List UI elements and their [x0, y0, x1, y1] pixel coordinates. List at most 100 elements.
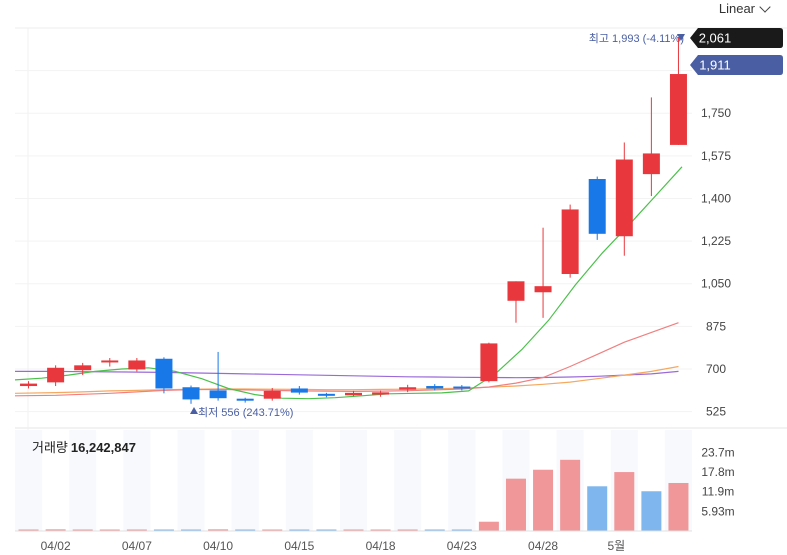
- ma20-line: [14, 322, 679, 397]
- candle: [209, 351, 227, 401]
- volume-bar: [343, 529, 364, 531]
- y-tick-label: 1,575: [701, 149, 731, 163]
- volume-bar: [397, 529, 418, 531]
- candle: [155, 357, 173, 394]
- candle: [345, 390, 362, 397]
- candle: [453, 385, 471, 391]
- volume-tick-label: 23.7m: [701, 446, 734, 460]
- volume-bar: [560, 459, 581, 531]
- volume-bar: [424, 529, 445, 531]
- volume-bg-stripe: [177, 430, 205, 531]
- y-tick-label: 1,400: [701, 191, 731, 205]
- candle-body: [236, 398, 254, 401]
- volume-bar: [451, 529, 472, 531]
- candle-body: [507, 281, 525, 301]
- volume-bar: [505, 478, 526, 531]
- scale-toggle-label: Linear: [718, 1, 755, 16]
- volume-bar: [262, 529, 283, 531]
- volume-bg-stripe: [394, 430, 422, 531]
- candle: [561, 204, 579, 278]
- low-marker-icon: [190, 407, 198, 414]
- candle-body: [128, 360, 146, 370]
- candle: [128, 358, 146, 372]
- candle-body: [74, 365, 92, 371]
- volume-bar: [45, 529, 66, 531]
- candle: [317, 392, 335, 398]
- candle-body: [480, 343, 498, 382]
- candle-body: [182, 387, 200, 400]
- price-badge: 1,911: [690, 55, 783, 75]
- volume-bar: [181, 529, 202, 531]
- volume-bg-stripe: [285, 430, 313, 531]
- volume-bg-stripe: [15, 430, 43, 531]
- candle-body: [290, 388, 308, 393]
- volume-bar: [208, 529, 229, 531]
- volume-bg-stripe: [448, 430, 476, 531]
- price-badge-bg: [690, 55, 783, 75]
- volume-tick-label: 5.93m: [701, 504, 734, 518]
- ma60-line: [14, 365, 679, 394]
- price-badge-label: 1,911: [699, 58, 731, 73]
- x-tick-label: 04/07: [122, 539, 152, 553]
- chevron-down-icon: [759, 0, 771, 13]
- volume-label-text: 거래량: [32, 440, 68, 455]
- volume-bar: [289, 529, 310, 531]
- candle: [101, 358, 119, 367]
- volume-tick-label: 17.8m: [701, 465, 734, 479]
- candle: [507, 281, 525, 323]
- candle: [399, 384, 417, 393]
- y-tick-label: 700: [706, 362, 726, 376]
- x-tick-label: 04/23: [447, 539, 477, 553]
- candle: [20, 381, 38, 389]
- candle-body: [317, 393, 335, 396]
- volume-label: 거래량 16,242,847: [32, 437, 136, 456]
- candle: [588, 176, 606, 240]
- volume-bg-stripe: [231, 430, 259, 531]
- candle: [236, 397, 254, 403]
- y-tick-label: 1,225: [701, 234, 731, 248]
- volume-bar: [235, 529, 256, 531]
- ma5-line: [14, 166, 683, 400]
- candle: [47, 365, 65, 387]
- volume-bar: [99, 529, 120, 531]
- volume-bar: [316, 529, 337, 531]
- volume-bg-stripe: [69, 430, 97, 531]
- high-marker-icon: [677, 34, 685, 41]
- candle-body: [588, 179, 606, 234]
- volume-bar: [668, 482, 689, 531]
- candle-body: [399, 387, 417, 390]
- volume-bar: [478, 521, 499, 531]
- y-tick-label: 525: [706, 405, 726, 419]
- candle: [182, 385, 200, 404]
- candle-body: [263, 390, 281, 399]
- y-tick-label: 1,750: [701, 106, 731, 120]
- volume-bar: [587, 486, 608, 531]
- volume-bar: [533, 469, 554, 531]
- y-tick-label: 1,050: [701, 277, 731, 291]
- volume-value: 16,242,847: [70, 440, 136, 455]
- candle-body: [209, 390, 227, 399]
- candle-body: [453, 386, 471, 389]
- candle-body: [20, 383, 38, 387]
- x-tick-label: 04/02: [41, 539, 71, 553]
- candle: [372, 390, 390, 397]
- volume-bg-stripe: [123, 430, 151, 531]
- volume-bar: [72, 529, 93, 531]
- candle-body: [615, 159, 633, 237]
- volume-bar: [18, 529, 39, 531]
- candle-body: [47, 367, 65, 383]
- volume-bar: [126, 529, 147, 531]
- scale-toggle[interactable]: Linear: [718, 0, 771, 16]
- candle: [534, 227, 552, 318]
- x-tick-label: 04/15: [284, 539, 314, 553]
- x-tick-label: 04/10: [203, 539, 233, 553]
- x-tick-label: 5월: [607, 539, 625, 553]
- ma120-line: [15, 370, 679, 379]
- candle-body: [155, 358, 173, 389]
- volume-bar: [641, 491, 662, 531]
- low-price-annotation: 최저 556 (243.71%): [198, 406, 293, 419]
- candle-body: [372, 392, 390, 395]
- candle: [480, 342, 498, 383]
- candle-body: [669, 74, 687, 145]
